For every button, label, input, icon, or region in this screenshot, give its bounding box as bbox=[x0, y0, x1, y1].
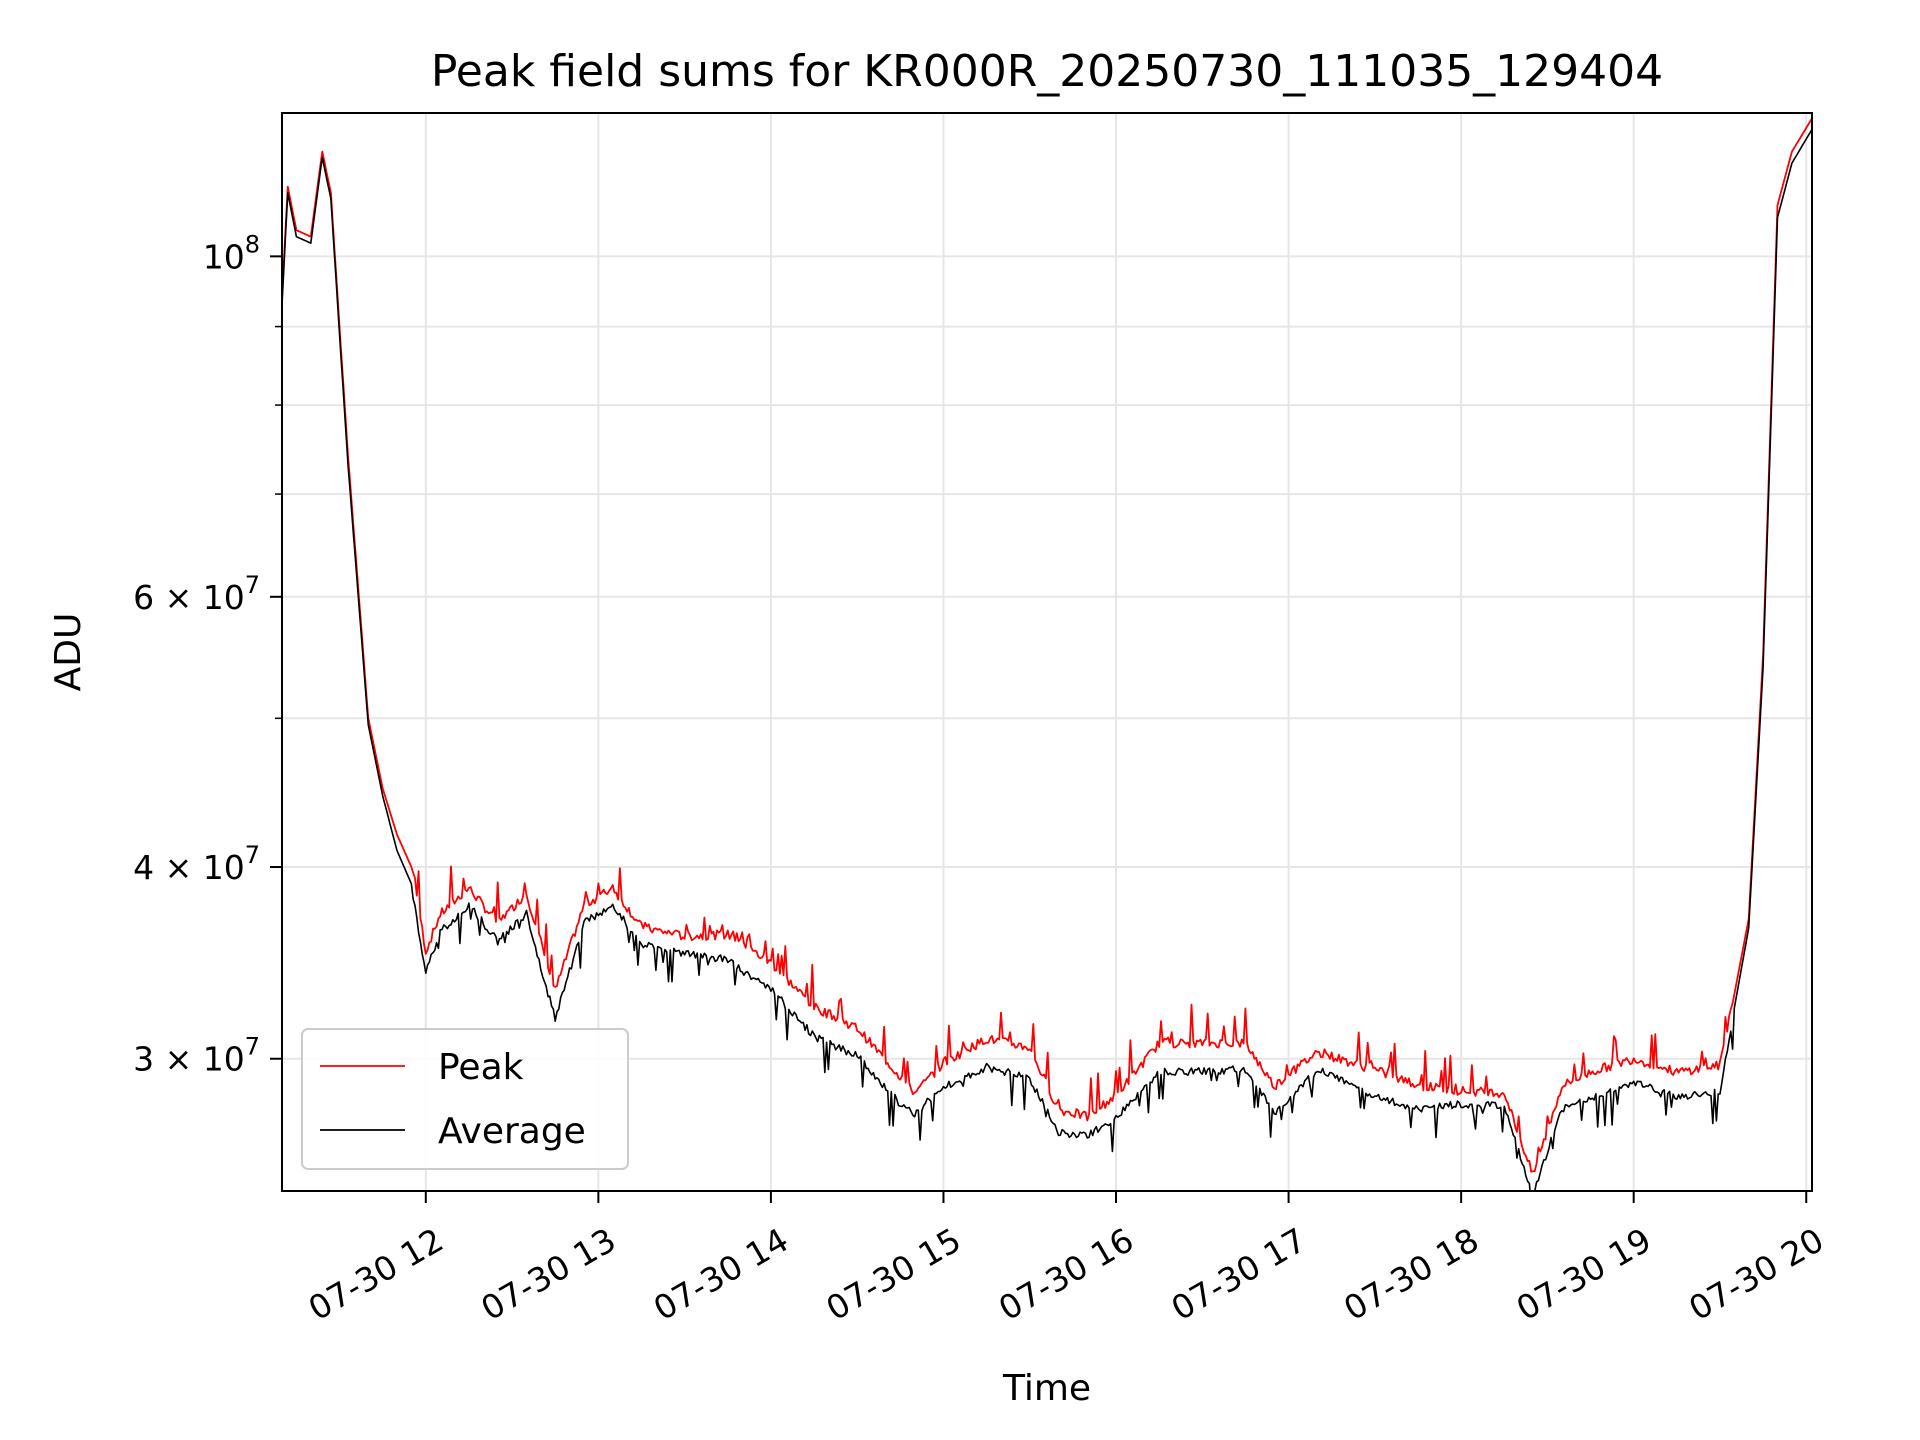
series-line-peak bbox=[282, 117, 1812, 1173]
x-axis-label: Time bbox=[1002, 1368, 1091, 1409]
legend-label-peak: Peak bbox=[438, 1047, 524, 1088]
chart-title: Peak field sums for KR000R_20250730_1110… bbox=[431, 46, 1663, 97]
y-axis-label: ADU bbox=[48, 613, 89, 692]
plot-frame bbox=[281, 112, 1813, 1192]
legend-label-average: Average bbox=[438, 1111, 586, 1152]
legend: Peak Average bbox=[301, 1028, 629, 1170]
y-tick-label: 108 bbox=[203, 230, 260, 276]
series-lines bbox=[282, 117, 1812, 1191]
y-tick-label: 3 × 107 bbox=[133, 1033, 260, 1079]
y-tick-label: 4 × 107 bbox=[133, 841, 260, 887]
y-tick-label: 6 × 107 bbox=[133, 571, 260, 617]
legend-box bbox=[301, 1028, 629, 1170]
series-line-average bbox=[282, 128, 1812, 1191]
